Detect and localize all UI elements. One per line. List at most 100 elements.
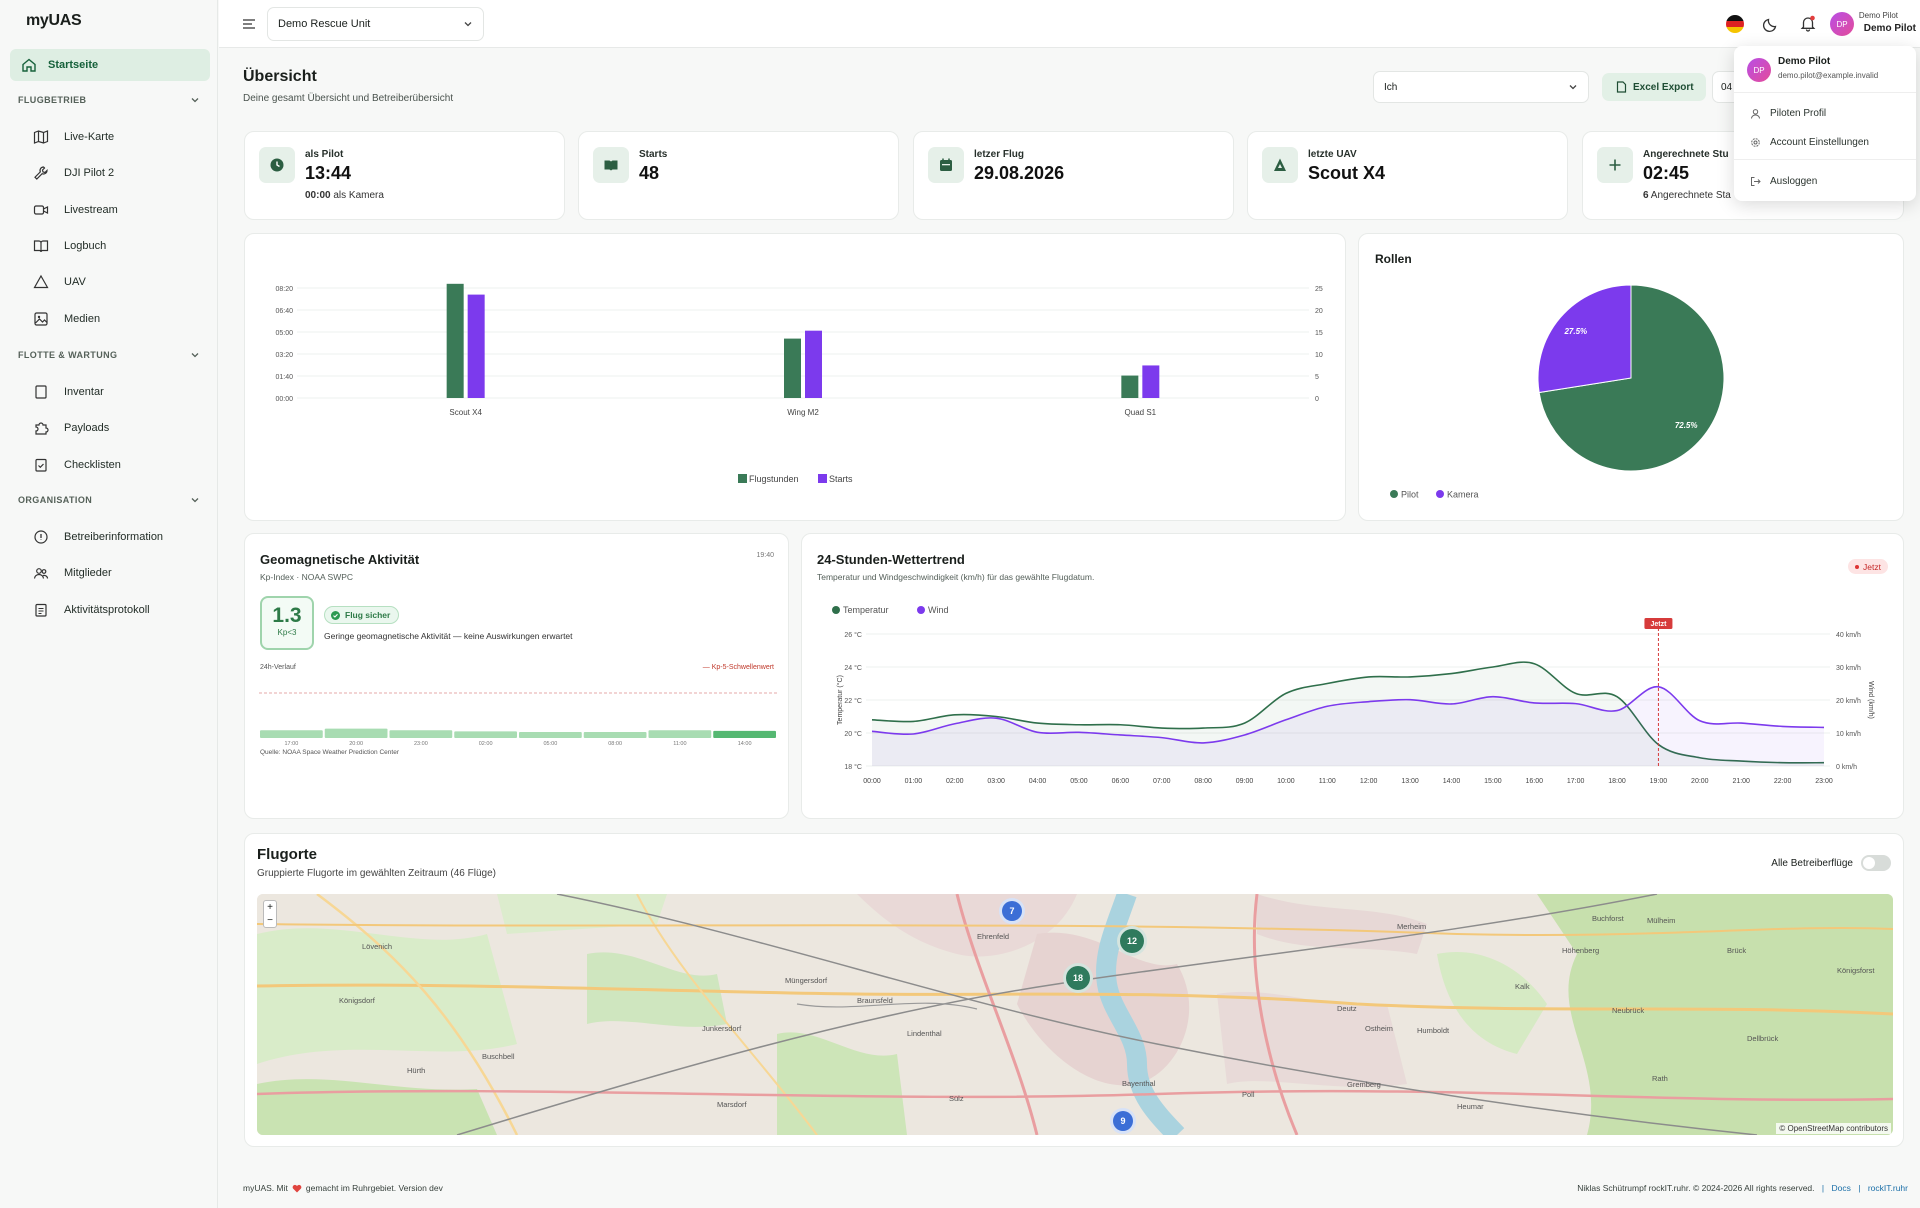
map-cluster-marker[interactable]: 12 — [1117, 926, 1147, 956]
bell-icon[interactable] — [1799, 14, 1817, 32]
menu-item-label: Ausloggen — [1770, 176, 1818, 187]
sidebar-item-inventar[interactable]: Inventar — [22, 376, 210, 408]
kp-label: Kp<3 — [277, 628, 297, 637]
zoom-out-button[interactable]: − — [267, 915, 273, 926]
filter-select[interactable]: Ich — [1373, 71, 1589, 103]
menu-item-pilot-profile[interactable]: Piloten Profil — [1748, 108, 1826, 119]
stat-sub: 6 Angerechnete Sta — [1643, 190, 1731, 201]
y-tick-label-left: 01:40 — [275, 374, 293, 381]
map-subtitle: Gruppierte Flugorte im gewählten Zeitrau… — [257, 868, 496, 879]
excel-export-button[interactable]: Excel Export — [1602, 73, 1706, 101]
user-name[interactable]: Demo Pilot — [1863, 23, 1916, 34]
kp-bar — [454, 731, 517, 738]
kp-x-tick-label: 23:00 — [414, 741, 428, 747]
y-tick-label-right: 0 — [1315, 396, 1319, 403]
flight-hours-chart-card: 00:00 01:40 03:20 05:00 06:40 08:20 0 5 10 15 20 25… — [244, 233, 1346, 521]
roles-title: Rollen — [1375, 252, 1412, 266]
sidebar-item-betreiberinformation[interactable]: Betreiberinformation — [22, 521, 210, 553]
footer-left: myUAS. Mit gemacht im Ruhrgebiet. Versio… — [243, 1183, 443, 1193]
stat-value: Scout X4 — [1308, 163, 1386, 183]
x-tick-label: 02:00 — [946, 778, 964, 785]
sidebar-item-logbuch[interactable]: Logbuch — [22, 230, 210, 262]
kp-bar — [324, 728, 388, 738]
kp-x-tick-label: 11:00 — [673, 741, 686, 747]
zoom-in-button[interactable]: + — [267, 902, 273, 913]
section-flotte[interactable]: FLOTTE & WARTUNG — [18, 350, 200, 360]
y-tick-label-left: 00:00 — [275, 396, 293, 403]
sidebar-item-checklisten[interactable]: Checklisten — [22, 449, 210, 481]
legend-swatch — [818, 474, 827, 483]
map-cluster-marker[interactable]: 7 — [999, 898, 1025, 924]
kp-history-chart: 17:00 20:00 23:00 02:00 05:00 08:00 11:00 14:00 — [259, 692, 777, 747]
footer-link-rockit[interactable]: rockIT.ruhr — [1867, 1183, 1908, 1193]
sidebar-item-medien[interactable]: Medien — [22, 303, 210, 335]
legend-swatch — [1436, 490, 1444, 498]
flag-germany-icon[interactable] — [1726, 15, 1744, 33]
pie-slice — [1537, 284, 1632, 394]
stat-sub-value: 00:00 — [305, 190, 331, 201]
sidebar-item-startseite[interactable]: Startseite — [10, 49, 210, 81]
bar-flugstunden — [446, 283, 464, 398]
heart-icon — [292, 1184, 302, 1193]
stat-value: 02:45 — [1643, 163, 1690, 183]
kp-bar — [583, 731, 647, 738]
sidebar-item-dji-pilot[interactable]: DJI Pilot 2 — [22, 157, 210, 189]
kp-bar — [648, 730, 712, 738]
stat-label: Starts — [639, 149, 668, 160]
avatar[interactable]: DP — [1830, 12, 1854, 36]
map-cluster-marker[interactable]: 9 — [1110, 1108, 1136, 1134]
dot-icon — [1855, 564, 1860, 569]
moon-icon[interactable] — [1762, 15, 1780, 33]
sidebar-item-livestream[interactable]: Livestream — [22, 194, 210, 226]
footer-right: Niklas Schütrumpf rockIT.ruhr. © 2024-20… — [1577, 1183, 1908, 1193]
legend-label: Pilot — [1401, 490, 1419, 500]
dropdown-avatar: DP — [1747, 58, 1771, 82]
section-flugbetrieb[interactable]: FLUGBETRIEB — [18, 95, 200, 105]
map-place-label: Deutz — [1337, 1004, 1357, 1013]
flight-map[interactable]: + − 7 12 18 9 Mülheim Buchforst Höhenberg K… — [257, 894, 1893, 1135]
x-tick-label: 03:00 — [987, 778, 1005, 785]
x-tick-label: 13:00 — [1401, 778, 1419, 785]
map-place-label: Brück — [1727, 946, 1747, 955]
x-tick-label: 14:00 — [1443, 778, 1461, 785]
dropdown-user-email: demo.pilot@example.invalid — [1778, 71, 1879, 80]
kp-x-tick-label: 05:00 — [543, 741, 557, 747]
x-tick-label: 19:00 — [1650, 778, 1668, 785]
kp-bar — [260, 730, 323, 738]
map-place-label: Marsdorf — [717, 1100, 747, 1109]
now-badge-label: Jetzt — [1863, 561, 1881, 572]
bar-starts — [467, 294, 485, 398]
sidebar-item-live-karte[interactable]: Live-Karte — [22, 121, 210, 153]
map-place-label: Hürth — [407, 1066, 426, 1075]
legend-label: Flugstunden — [749, 474, 799, 484]
uav-triangle-icon — [1262, 147, 1298, 183]
checklist-icon — [32, 456, 50, 474]
menu-icon[interactable] — [241, 16, 257, 32]
y-tick-label-left: 26 °C — [844, 631, 862, 639]
weather-card: 24-Stunden-Wettertrend Temperatur und Wi… — [801, 533, 1904, 819]
all-operator-flights-toggle[interactable] — [1861, 855, 1891, 871]
y-tick-label-left: 18 °C — [844, 763, 862, 771]
map-place-label: Königsforst — [1837, 966, 1875, 975]
series-area — [872, 686, 1824, 766]
map-cluster-marker[interactable]: 18 — [1063, 963, 1093, 993]
weather-title: 24-Stunden-Wettertrend — [817, 552, 965, 567]
menu-item-logout[interactable]: Ausloggen — [1748, 176, 1817, 187]
stat-value: 29.08.2026 — [974, 163, 1065, 183]
unit-select[interactable]: Demo Rescue Unit — [267, 7, 484, 41]
map-place-label: Lövenich — [362, 942, 393, 951]
sidebar-item-mitglieder[interactable]: Mitglieder — [22, 557, 210, 589]
users-icon — [32, 564, 50, 582]
sidebar-item-aktivitaetsprotokoll[interactable]: Aktivitätsprotokoll — [22, 594, 210, 626]
sidebar-item-payloads[interactable]: Payloads — [22, 412, 210, 444]
sidebar-item-uav[interactable]: UAV — [22, 266, 210, 298]
section-organisation[interactable]: ORGANISATION — [18, 495, 200, 505]
flight-safe-label: Flug sicher — [345, 610, 391, 620]
user-icon — [1748, 108, 1762, 119]
app-logo[interactable]: myUAS — [26, 12, 82, 29]
menu-item-account-settings[interactable]: Account Einstellungen — [1748, 137, 1869, 148]
flight-safe-badge: Flug sicher — [324, 606, 400, 624]
map-place-label: Buchforst — [1592, 914, 1624, 923]
map-attribution[interactable]: © OpenStreetMap contributors — [1776, 1123, 1891, 1134]
footer-link-docs[interactable]: Docs — [1831, 1183, 1851, 1193]
